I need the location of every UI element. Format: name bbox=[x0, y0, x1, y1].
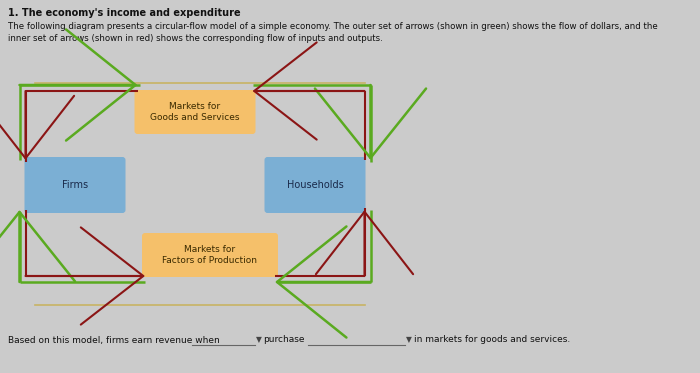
FancyBboxPatch shape bbox=[142, 233, 278, 277]
Text: ▼: ▼ bbox=[256, 335, 262, 345]
Text: inner set of arrows (shown in red) shows the corresponding flow of inputs and ou: inner set of arrows (shown in red) shows… bbox=[8, 34, 383, 43]
Text: ▼: ▼ bbox=[406, 335, 412, 345]
Text: Based on this model, firms earn revenue when: Based on this model, firms earn revenue … bbox=[8, 335, 220, 345]
Text: in markets for goods and services.: in markets for goods and services. bbox=[414, 335, 570, 345]
Text: The following diagram presents a circular-flow model of a simple economy. The ou: The following diagram presents a circula… bbox=[8, 22, 658, 31]
Text: Markets for
Goods and Services: Markets for Goods and Services bbox=[150, 102, 239, 122]
Text: purchase: purchase bbox=[263, 335, 304, 345]
FancyBboxPatch shape bbox=[25, 157, 125, 213]
Text: Firms: Firms bbox=[62, 180, 88, 190]
FancyBboxPatch shape bbox=[265, 157, 365, 213]
Text: 1. The economy's income and expenditure: 1. The economy's income and expenditure bbox=[8, 8, 241, 18]
Text: Markets for
Factors of Production: Markets for Factors of Production bbox=[162, 245, 258, 265]
FancyBboxPatch shape bbox=[134, 90, 256, 134]
Text: Households: Households bbox=[286, 180, 344, 190]
